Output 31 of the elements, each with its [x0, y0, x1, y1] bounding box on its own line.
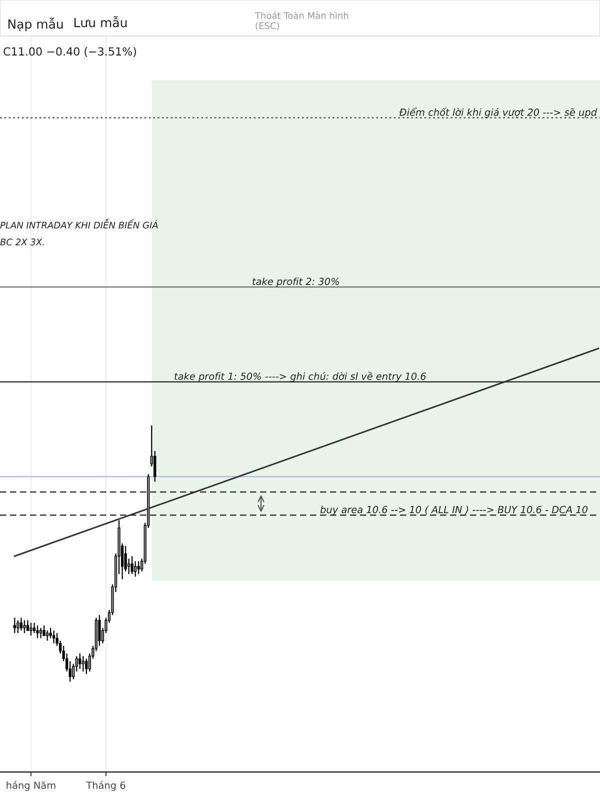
candlestick	[39, 627, 42, 639]
x-tick-label: háng Năm	[6, 781, 56, 791]
candlestick	[134, 560, 137, 578]
candlestick	[30, 622, 32, 636]
candlestick	[42, 624, 46, 636]
candlestick	[85, 658, 88, 675]
candlestick	[98, 614, 101, 646]
candlestick	[20, 617, 23, 632]
candlestick	[78, 653, 82, 670]
ref-line-label: take profit 1: 50% ----> ghi chú: dời sl về entry 10.6	[174, 372, 426, 382]
text: Nạp mẫu	[8, 18, 63, 32]
candlestick	[32, 622, 36, 634]
candlestick	[36, 624, 39, 639]
text: PLAN INTRADAY KHI DIỄN BIẾN GIÁ	[0, 219, 158, 229]
text: Thoát Toàn Màn hình (ESC)	[254, 12, 348, 30]
candlestick	[137, 560, 140, 575]
ref-line-label: Điểm chốt lời khi giá vượt 20 ---> sẽ upd	[399, 107, 598, 118]
text: BC 2X 3X.	[0, 238, 44, 246]
candlestick	[52, 630, 56, 644]
candlestick	[13, 617, 16, 634]
candlestick	[82, 656, 84, 672]
candlestick	[26, 620, 30, 632]
text: Lưu mẫu	[74, 16, 127, 28]
ref-line-label: take profit 2: 30%	[252, 278, 339, 287]
x-tick-label: Tháng 6	[86, 781, 126, 791]
candlestick	[23, 620, 26, 634]
chart-subtitle: C11.00 −0.40 (−3.51%)	[4, 47, 136, 57]
candlestick	[130, 556, 134, 575]
candlestick	[46, 630, 49, 642]
ref-line-label: buy area 10.6 --> 10 ( ALL IN ) ----> BUY 10.6 - DCA 10	[320, 506, 588, 516]
candlestick	[16, 620, 20, 634]
